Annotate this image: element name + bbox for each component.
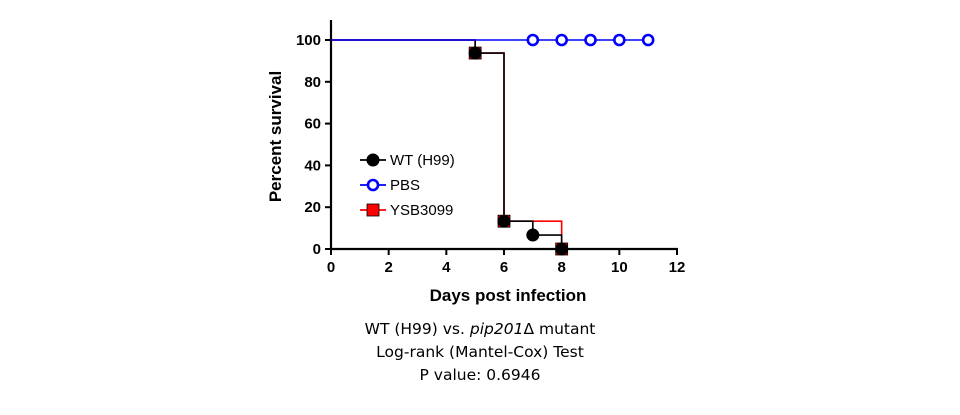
x-tick-label: 8 (557, 259, 565, 276)
legend-marker-1 (366, 178, 380, 192)
legend-item-0: WT (H99) (360, 152, 455, 169)
caption-test-name: Log-rank (Mantel-Cox) Test (376, 343, 584, 361)
series-markers-2 (468, 46, 569, 256)
x-tick-label: 12 (669, 259, 686, 276)
y-tick-label: 60 (304, 116, 321, 133)
legend-label-2: YSB3099 (390, 202, 453, 219)
series-0-marker (497, 214, 511, 228)
y-tick-label: 100 (296, 32, 321, 49)
y-tick-label: 0 (313, 241, 321, 258)
y-axis-title: Percent survival (266, 71, 285, 202)
y-tick-label: 20 (304, 199, 321, 216)
legend-marker-0 (366, 153, 380, 167)
x-tick-label: 6 (500, 259, 508, 276)
caption-comparison: WT (H99) vs. pip201Δ mutant (0, 318, 960, 341)
legend-item-2: YSB3099 (360, 202, 453, 219)
caption: WT (H99) vs. pip201Δ mutant Log-rank (Ma… (0, 318, 960, 387)
series-1-marker (555, 33, 568, 47)
caption-comparison-prefix: WT (H99) vs. (364, 320, 470, 338)
series-1-marker (526, 33, 540, 47)
x-tick-label: 4 (442, 259, 451, 276)
axes: 0 2 4 6 8 10 12 0 20 40 60 80 100 (296, 20, 685, 276)
caption-gene-name: pip201 (469, 320, 524, 338)
series-1-marker (584, 33, 597, 47)
series-0-marker (555, 242, 569, 256)
y-tick-label: 40 (304, 157, 321, 174)
series-markers-0 (468, 46, 569, 256)
y-tick-label: 80 (304, 74, 321, 91)
x-tick-label: 2 (384, 259, 392, 276)
caption-comparison-suffix: Δ mutant (523, 320, 596, 338)
series-layer (331, 33, 655, 256)
series-1-marker (641, 33, 655, 47)
legend-marker-2 (366, 203, 380, 217)
series-0-marker (468, 46, 482, 60)
legend: WT (H99) PBS YSB3099 (360, 152, 455, 219)
x-tick-label: 10 (611, 259, 628, 276)
series-1-marker (613, 33, 626, 47)
legend-item-1: PBS (360, 177, 420, 194)
legend-label-0: WT (H99) (390, 152, 455, 169)
x-tick-label: 0 (327, 259, 335, 276)
caption-p-value: P value: 0.6946 (419, 366, 541, 384)
series-0-marker (526, 228, 540, 242)
legend-label-1: PBS (390, 177, 420, 194)
x-axis-title: Days post infection (430, 286, 587, 305)
series-markers-1 (526, 33, 655, 47)
